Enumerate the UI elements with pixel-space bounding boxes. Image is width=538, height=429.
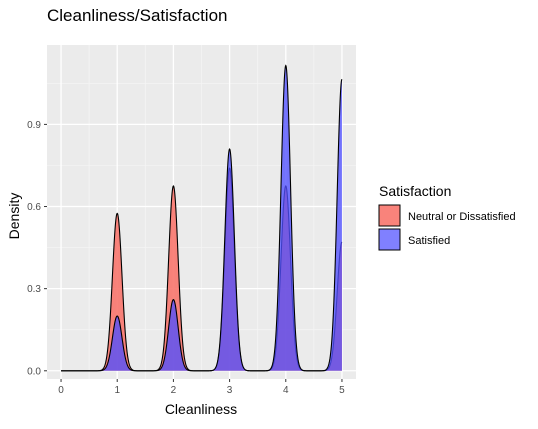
y-tick-label: 0.6: [27, 202, 41, 213]
density-area-satisfied: [61, 65, 342, 371]
y-tick-label: 0.9: [27, 120, 41, 131]
x-tick-label: 0: [58, 385, 64, 396]
legend: Satisfaction Neutral or Dissatisfied Sati…: [378, 183, 516, 251]
density-area-satisfied-outline: [61, 64, 343, 372]
legend-label: Satisfied: [408, 235, 450, 247]
legend-label: Neutral or Dissatisfied: [408, 211, 516, 223]
x-tick-label: 2: [171, 385, 177, 396]
x-tick-label: 1: [114, 385, 120, 396]
chart-title: Cleanliness/Satisfaction: [47, 6, 227, 25]
x-tick-label: 3: [227, 385, 233, 396]
x-axis-label: Cleanliness: [165, 401, 237, 417]
y-tick-label: 0.0: [27, 366, 41, 377]
x-tick-label: 4: [283, 385, 289, 396]
legend-key-neutral-or-dissatisfied: [378, 204, 401, 227]
x-tick-label: 5: [339, 385, 345, 396]
y-tick-label: 0.3: [27, 284, 41, 295]
x-axis: 0 1 2 3 4 5: [58, 379, 345, 396]
legend-key-satisfied: [378, 228, 401, 251]
y-axis-label: Density: [6, 193, 22, 240]
plot-panel: [47, 45, 356, 379]
y-axis: 0.0 0.3 0.6 0.9: [27, 120, 47, 377]
legend-title: Satisfaction: [379, 183, 451, 199]
